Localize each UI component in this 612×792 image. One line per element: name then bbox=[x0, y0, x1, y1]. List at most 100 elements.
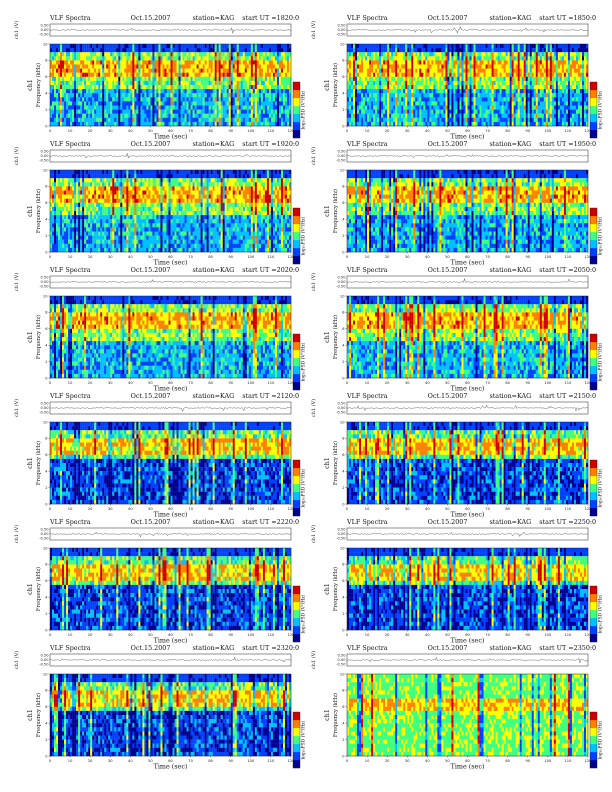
heatmap-cell bbox=[250, 85, 253, 90]
heatmap-cell bbox=[347, 113, 350, 118]
heatmap-cell bbox=[230, 113, 233, 118]
heatmap-cell bbox=[220, 113, 223, 118]
heatmap-cell bbox=[501, 89, 504, 94]
heatmap-cell bbox=[194, 85, 197, 90]
heatmap-cell bbox=[579, 56, 583, 61]
heatmap-cell bbox=[479, 76, 482, 82]
heatmap-cell bbox=[184, 60, 187, 65]
heatmap-cell bbox=[559, 101, 563, 106]
heatmap-cell bbox=[549, 80, 552, 86]
x-tick-label: 50 bbox=[445, 129, 450, 133]
heatmap-cell bbox=[244, 64, 247, 69]
heatmap-cell bbox=[148, 101, 151, 106]
heatmap-cell bbox=[102, 85, 105, 90]
heatmap-cell bbox=[501, 76, 504, 82]
heatmap-cell bbox=[565, 93, 569, 98]
heatmap-cell bbox=[282, 97, 286, 102]
heatmap-cell bbox=[78, 101, 81, 106]
heatmap-cell bbox=[258, 121, 262, 127]
heatmap-cell bbox=[463, 48, 466, 53]
heatmap-cell bbox=[507, 76, 510, 82]
heatmap-cell bbox=[108, 89, 111, 94]
heatmap-cell bbox=[543, 44, 546, 49]
heatmap-cell bbox=[124, 44, 127, 49]
heatmap-cell bbox=[395, 113, 398, 118]
heatmap-cell bbox=[58, 109, 61, 114]
heatmap-cell bbox=[256, 109, 260, 114]
heatmap-cell bbox=[152, 64, 155, 69]
heatmap-cell bbox=[355, 44, 358, 49]
heatmap-cell bbox=[371, 48, 374, 53]
heatmap-cell bbox=[391, 80, 394, 86]
heatmap-cell bbox=[495, 72, 498, 77]
heatmap-cell bbox=[495, 60, 498, 65]
heatmap-cell bbox=[242, 117, 245, 123]
heatmap-cell bbox=[377, 76, 380, 82]
heatmap-cell bbox=[130, 44, 133, 49]
heatmap-cell bbox=[577, 52, 581, 57]
heatmap-cell bbox=[96, 52, 99, 57]
heatmap-cell bbox=[282, 52, 286, 57]
heatmap-cell bbox=[529, 85, 532, 90]
heatmap-cell bbox=[190, 101, 193, 106]
heatmap-cell bbox=[429, 89, 432, 94]
heatmap-cell bbox=[168, 109, 171, 114]
heatmap-cell bbox=[375, 72, 378, 77]
heatmap-cell bbox=[258, 52, 262, 57]
heatmap-cell bbox=[463, 52, 466, 57]
heatmap-cell bbox=[461, 72, 464, 77]
heatmap-cell bbox=[497, 64, 500, 69]
heatmap-cell bbox=[489, 52, 492, 57]
heatmap-cell bbox=[150, 89, 153, 94]
heatmap-cell bbox=[393, 44, 396, 49]
heatmap-cell bbox=[76, 85, 79, 90]
heatmap-cell bbox=[240, 76, 243, 82]
heatmap-cell bbox=[405, 101, 408, 106]
heatmap-cell bbox=[278, 56, 282, 61]
heatmap-cell bbox=[180, 93, 183, 98]
heatmap-cell bbox=[230, 121, 233, 127]
heatmap-cell bbox=[393, 105, 396, 110]
heatmap-cell bbox=[519, 117, 522, 123]
heatmap-cell bbox=[523, 85, 526, 90]
heatmap-cell bbox=[278, 109, 282, 114]
heatmap-cell bbox=[184, 76, 187, 82]
heatmap-cell bbox=[419, 44, 422, 49]
heatmap-cell bbox=[248, 52, 251, 57]
heatmap-cell bbox=[62, 48, 65, 53]
heatmap-cell bbox=[383, 68, 386, 73]
heatmap-cell bbox=[250, 121, 253, 127]
heatmap-cell bbox=[443, 93, 446, 98]
heatmap-cell bbox=[545, 64, 548, 69]
heatmap-cell bbox=[236, 60, 239, 65]
heatmap-cell bbox=[507, 97, 510, 102]
heatmap-cell bbox=[483, 44, 486, 49]
heatmap-cell bbox=[174, 76, 177, 82]
heatmap-cell bbox=[487, 72, 490, 77]
heatmap-cell bbox=[148, 52, 151, 57]
heatmap-cell bbox=[403, 80, 406, 86]
heatmap-cell bbox=[214, 48, 217, 53]
heatmap-cell bbox=[198, 72, 201, 77]
heatmap-cell bbox=[68, 80, 71, 86]
heatmap-cell bbox=[561, 117, 565, 123]
heatmap-cell bbox=[473, 68, 476, 73]
heatmap-cell bbox=[100, 52, 103, 57]
heatmap-cell bbox=[491, 60, 494, 65]
heatmap-cell bbox=[124, 89, 127, 94]
heatmap-cell bbox=[58, 97, 61, 102]
heatmap-cell bbox=[399, 60, 402, 65]
heatmap-cell bbox=[397, 109, 400, 114]
heatmap-cell bbox=[140, 89, 143, 94]
heatmap-cell bbox=[435, 105, 438, 110]
heatmap-cell bbox=[70, 76, 73, 82]
heatmap-cell bbox=[487, 48, 490, 53]
heatmap-cell bbox=[142, 64, 145, 69]
heatmap-cell bbox=[170, 68, 173, 73]
heatmap-cell bbox=[218, 117, 221, 123]
heatmap-cell bbox=[244, 105, 247, 110]
heatmap-cell bbox=[168, 64, 171, 69]
heatmap-cell bbox=[367, 76, 370, 82]
heatmap-cell bbox=[581, 76, 585, 82]
heatmap-cell bbox=[367, 48, 370, 53]
